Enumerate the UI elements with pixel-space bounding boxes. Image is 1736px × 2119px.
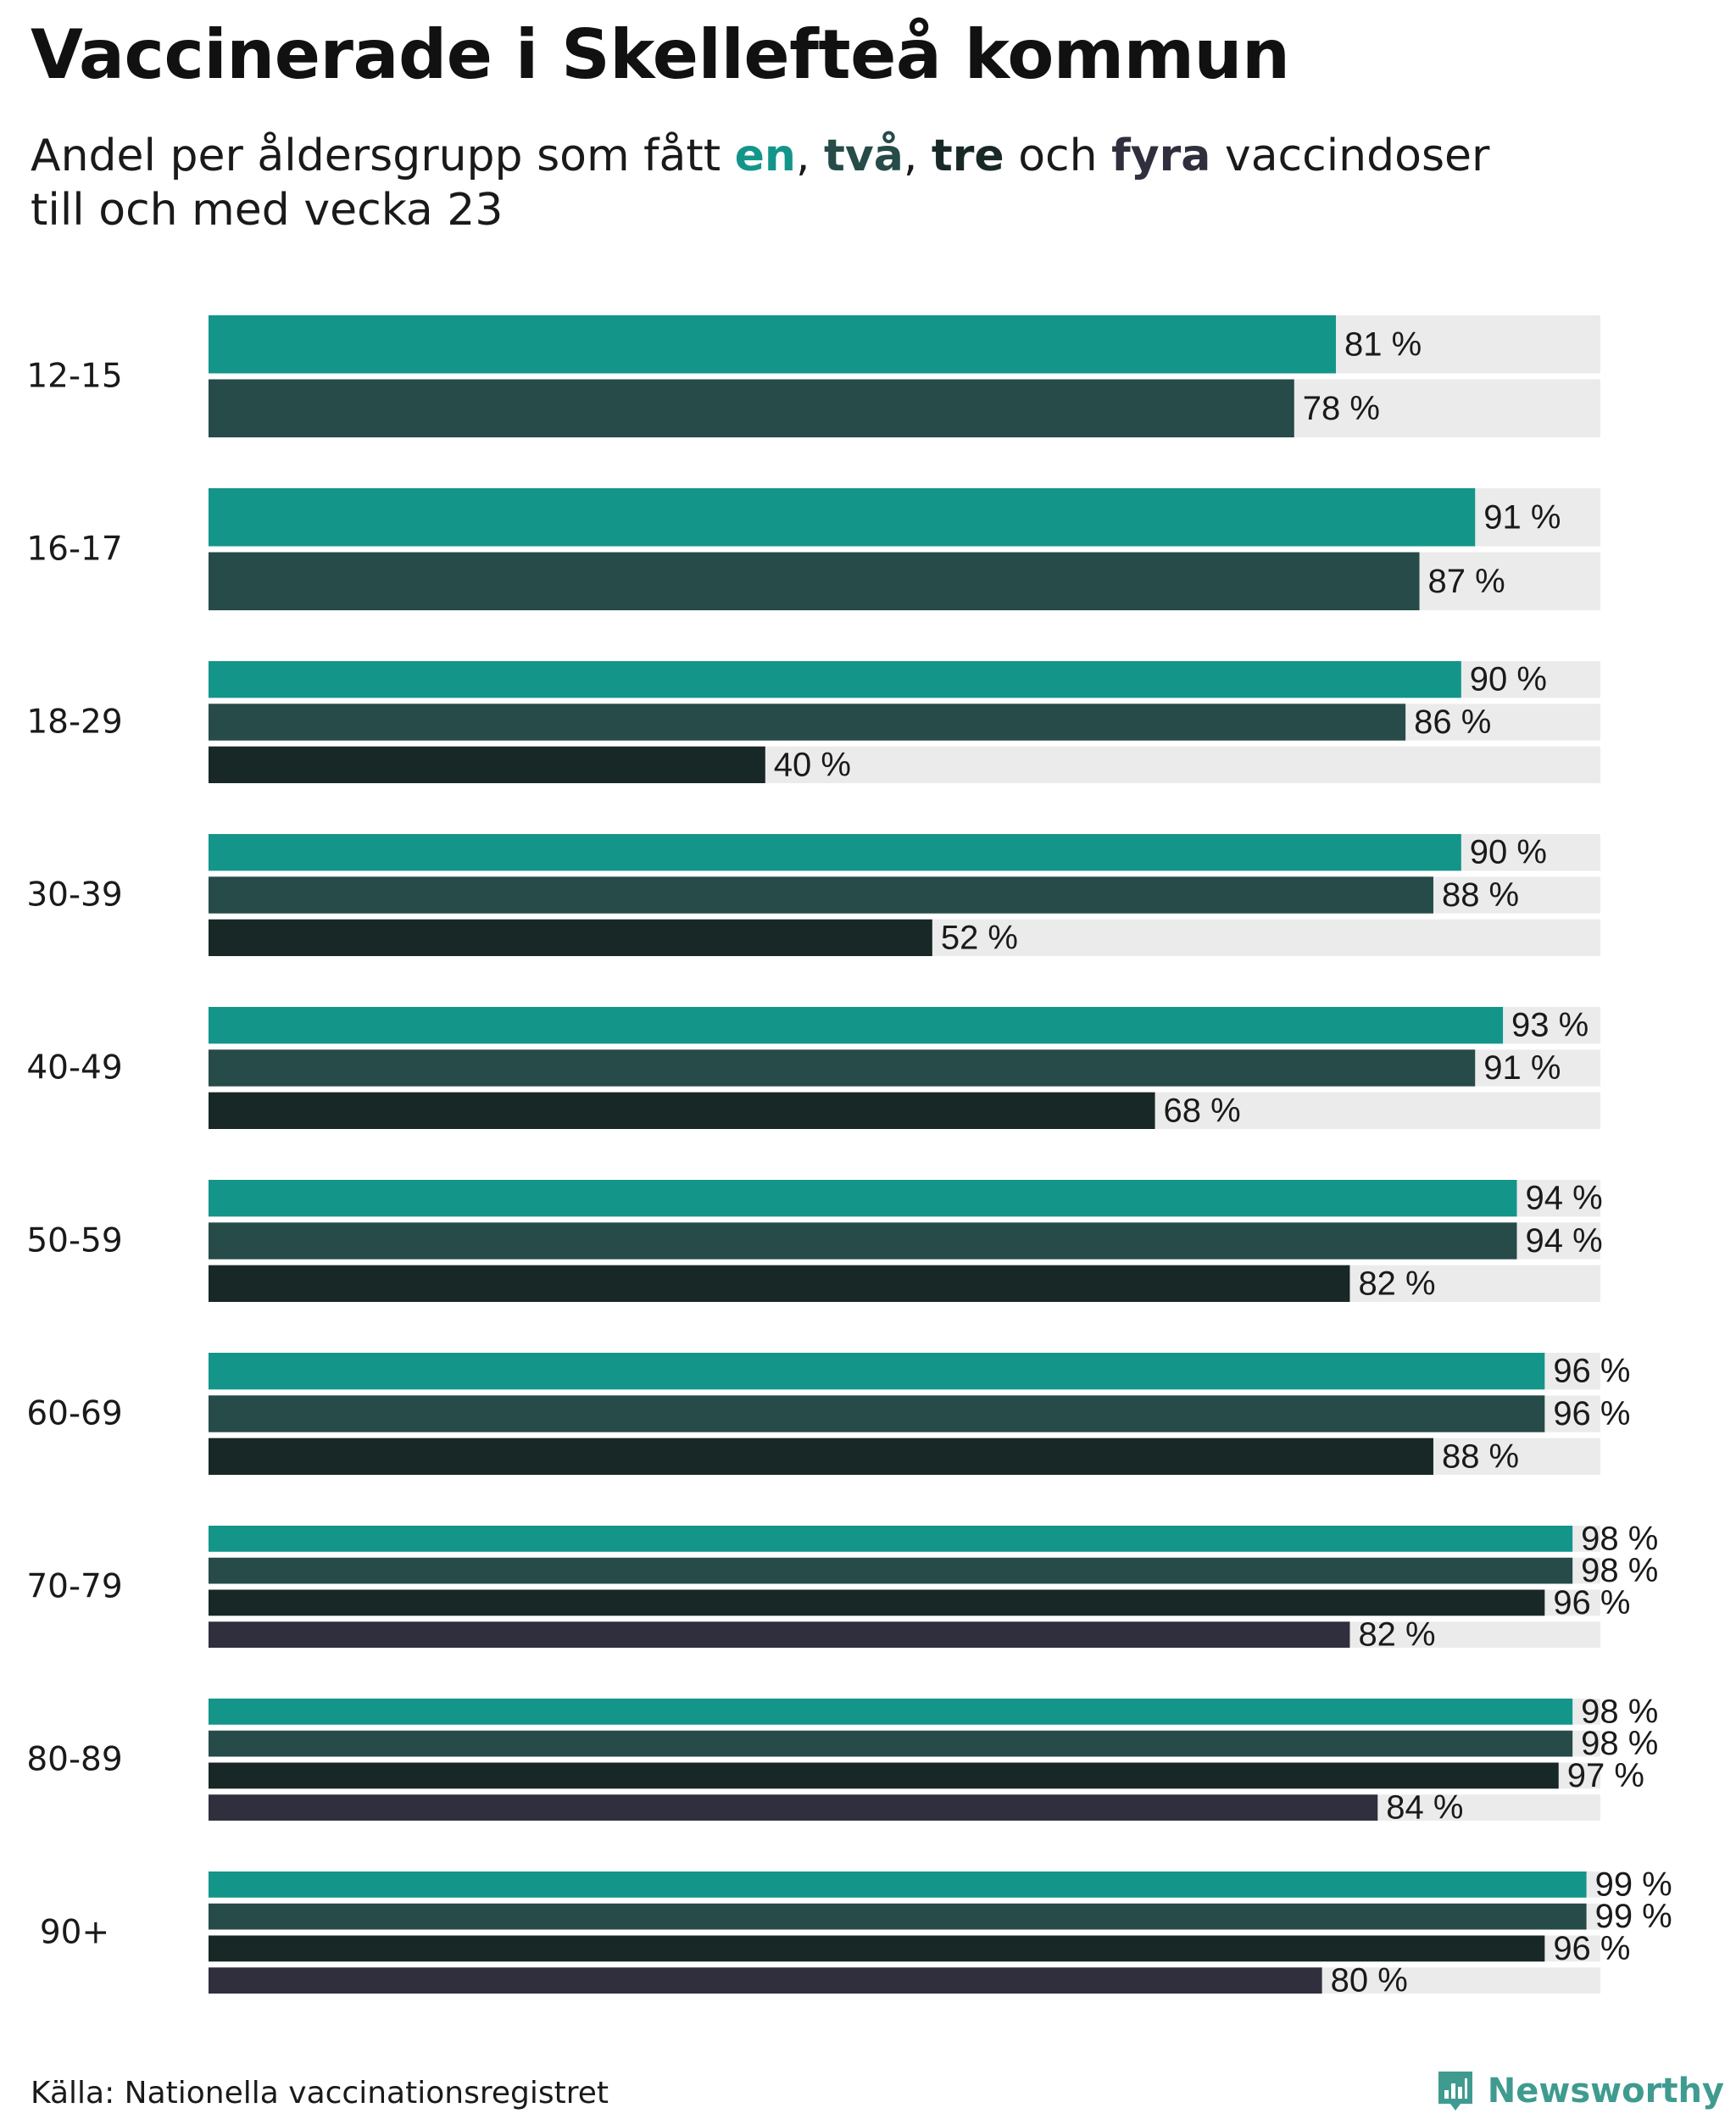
data-label: 94 %: [1525, 1222, 1602, 1260]
bar: [209, 1699, 1573, 1725]
data-label: 97 %: [1567, 1757, 1644, 1794]
bar: [209, 1438, 1433, 1475]
data-label: 90 %: [1470, 661, 1547, 698]
bar: [209, 1967, 1322, 1994]
bar: [209, 834, 1461, 871]
newsworthy-logo-icon: [1438, 2072, 1472, 2111]
bar: [209, 552, 1420, 610]
bar: [209, 1557, 1573, 1584]
data-label: 40 %: [774, 746, 851, 783]
subtitle-line-1: Andel per åldersgrupp som fått en, två, …: [31, 129, 1641, 183]
bar: [209, 1589, 1545, 1616]
data-label: 88 %: [1442, 1438, 1519, 1475]
bar: [209, 1180, 1517, 1217]
category-label: 16-17: [26, 531, 122, 569]
category-label: 18-29: [26, 704, 122, 742]
data-label: 91 %: [1483, 1049, 1561, 1087]
data-label: 91 %: [1483, 498, 1561, 536]
data-label: 52 %: [941, 919, 1018, 956]
subtitle-prefix: Andel per åldersgrupp som fått: [31, 131, 735, 181]
bar: [209, 1353, 1545, 1390]
subtitle-och: och: [1004, 131, 1112, 181]
data-label: 99 %: [1595, 1866, 1672, 1903]
bar: [209, 1007, 1504, 1044]
bar: [209, 1903, 1587, 1930]
bar: [209, 1092, 1155, 1129]
data-label: 88 %: [1442, 876, 1519, 914]
source-note: Källa: Nationella vaccinationsregistret: [31, 2076, 609, 2111]
data-label: 93 %: [1511, 1007, 1589, 1044]
bar: [209, 919, 932, 956]
data-label: 98 %: [1581, 1520, 1658, 1557]
data-label: 86 %: [1414, 704, 1491, 741]
data-label: 87 %: [1428, 563, 1505, 600]
data-label: 68 %: [1164, 1092, 1241, 1129]
subtitle-suffix: vaccindoser: [1210, 131, 1490, 181]
data-label: 99 %: [1595, 1898, 1672, 1935]
category-label: 40-49: [26, 1049, 122, 1087]
bar: [209, 1794, 1378, 1821]
bar: [209, 1935, 1545, 1962]
category-label: 12-15: [26, 358, 122, 396]
subtitle-dose-tre: tre: [931, 131, 1004, 181]
data-label: 82 %: [1358, 1265, 1435, 1302]
data-label: 78 %: [1303, 390, 1380, 427]
data-label: 96 %: [1553, 1353, 1630, 1390]
bar: [209, 1049, 1476, 1087]
data-label: 90 %: [1470, 834, 1547, 871]
bar: [209, 1222, 1517, 1260]
category-label: 80-89: [26, 1741, 122, 1779]
subtitle-line-2: till och med vecka 23: [31, 185, 504, 236]
bar: [209, 379, 1294, 437]
subtitle-sep-1: ,: [795, 131, 825, 181]
bar: [209, 704, 1406, 741]
category-label: 70-79: [26, 1568, 122, 1606]
category-label: 30-39: [26, 876, 122, 915]
data-label: 82 %: [1358, 1616, 1435, 1654]
bar: [209, 661, 1461, 698]
bar: [209, 1395, 1545, 1432]
subtitle-sep-2: ,: [903, 131, 932, 181]
bar: [209, 1265, 1350, 1302]
bar: [209, 1621, 1350, 1648]
bar: [209, 488, 1476, 547]
data-label: 98 %: [1581, 1725, 1658, 1762]
data-label: 98 %: [1581, 1552, 1658, 1589]
brand-name: Newsworthy: [1487, 2072, 1724, 2111]
category-label: 50-59: [26, 1222, 122, 1260]
data-label: 81 %: [1344, 325, 1422, 363]
category-label: 60-69: [26, 1395, 122, 1433]
subtitle-dose-en: en: [734, 131, 796, 181]
bar: [209, 1526, 1573, 1552]
data-label: 94 %: [1525, 1180, 1602, 1217]
chart-title: Vaccinerade i Skellefteå kommun: [31, 15, 1290, 94]
brand-logo: Newsworthy: [1435, 2068, 1724, 2114]
data-label: 84 %: [1386, 1789, 1463, 1827]
data-label: 96 %: [1553, 1584, 1630, 1621]
chart-subtitle: Andel per åldersgrupp som fått en, två, …: [31, 129, 1641, 237]
category-label: 90+: [40, 1914, 109, 1952]
data-label: 96 %: [1553, 1930, 1630, 1967]
subtitle-dose-fyra: fyra: [1111, 131, 1211, 181]
data-label: 80 %: [1331, 1962, 1408, 1999]
bar: [209, 315, 1337, 374]
bar: [209, 876, 1433, 914]
bar: [209, 1762, 1559, 1789]
bar: [209, 746, 765, 783]
data-label: 98 %: [1581, 1693, 1658, 1730]
bar: [209, 1872, 1587, 1898]
data-label: 96 %: [1553, 1395, 1630, 1432]
bar: [209, 1730, 1573, 1757]
subtitle-dose-tva: två: [824, 131, 904, 181]
